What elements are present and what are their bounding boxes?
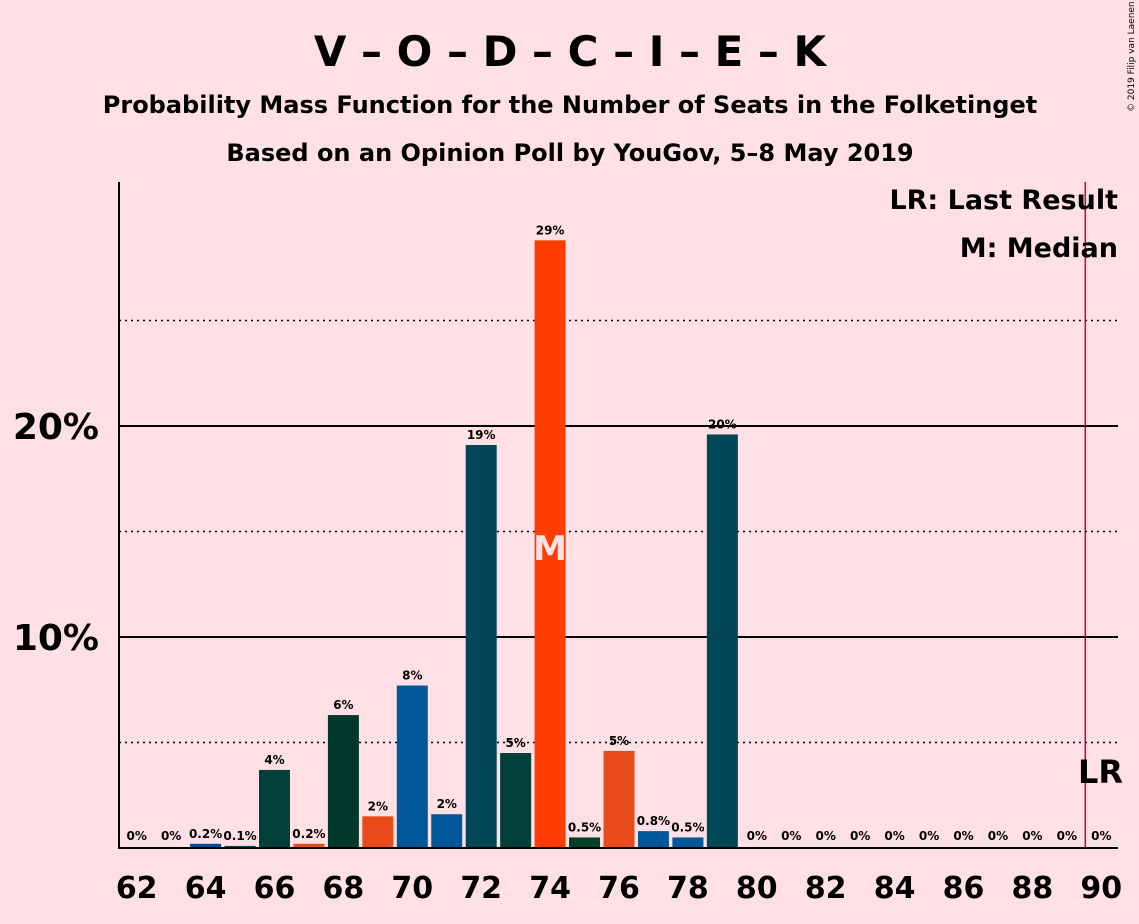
x-tick-label: 72	[460, 871, 502, 906]
data-label-seat-70: 8%	[402, 669, 422, 683]
data-label-seat-74: 29%	[536, 223, 565, 237]
data-label-seat-90: 0%	[1091, 829, 1111, 843]
bar-seat-74	[534, 240, 566, 848]
data-label-seat-83: 0%	[850, 829, 870, 843]
bar-seat-66	[259, 769, 290, 848]
x-tick-label: 70	[391, 871, 433, 906]
axes-layer: 62 64 66 68 70 72 74 76 78 80 82 84 86 88 90 LR	[116, 182, 1123, 906]
data-label-seat-86: 0%	[953, 829, 973, 843]
data-label-seat-78: 0.5%	[671, 820, 704, 834]
x-tick-label: 84	[874, 871, 916, 906]
data-label-seat-89: 0%	[1057, 829, 1077, 843]
x-tick-label: 68	[323, 871, 365, 906]
median-marker: M	[533, 529, 567, 569]
bar-seat-68	[327, 715, 359, 848]
x-tick-label: 66	[254, 871, 296, 906]
x-tick-label: 86	[943, 871, 985, 906]
chart-title: V – O – D – C – I – E – K	[314, 27, 828, 76]
data-label-seat-76: 5%	[609, 734, 629, 748]
data-label-seat-88: 0%	[1022, 829, 1042, 843]
data-label-seat-87: 0%	[988, 829, 1008, 843]
data-label-seat-84: 0%	[884, 829, 904, 843]
data-label-seat-71: 2%	[437, 797, 457, 811]
copyright-text: © 2019 Filip van Laenen	[1127, 1, 1137, 112]
data-labels-layer: 0% 0% 0.2% 0.1%4%0.2%6%2%8%2%19%5%29%0.5%5%…	[127, 223, 1112, 843]
legend-median: M: Median	[960, 233, 1118, 264]
chart-subtitle-2: Based on an Opinion Poll by YouGov, 5–8 …	[226, 139, 913, 167]
bar-seat-79	[706, 434, 738, 848]
last-result-marker: LR	[1078, 753, 1123, 791]
x-tick-label: 80	[736, 871, 778, 906]
data-label-seat-75: 0.5%	[568, 820, 601, 834]
data-label-seat-72: 19%	[467, 428, 496, 442]
x-tick-label: 82	[805, 871, 847, 906]
data-label-seat-64: 0.2%	[189, 827, 222, 841]
bar-seat-72	[465, 444, 497, 848]
legend-last-result: LR: Last Result	[889, 185, 1118, 216]
bar-seat-78	[672, 837, 704, 848]
x-tick-label: 64	[185, 871, 227, 906]
y-tick-label: 20%	[13, 407, 99, 448]
x-tick-label: 74	[529, 871, 571, 906]
data-label-seat-65: 0.1%	[223, 829, 256, 843]
bar-seat-70	[396, 685, 428, 848]
bar-seat-65	[224, 845, 256, 848]
x-tick-label: 90	[1080, 871, 1122, 906]
x-tick-label: 62	[116, 871, 158, 906]
bar-seat-69	[362, 816, 394, 848]
data-label-seat-63: 0%	[161, 829, 181, 843]
bar-seat-71	[431, 814, 463, 848]
bar-seat-67	[293, 843, 325, 848]
data-label-seat-79: 20%	[708, 417, 737, 431]
grid-layer: 10% 20%	[13, 319, 1118, 744]
data-label-seat-82: 0%	[816, 829, 836, 843]
data-label-seat-67: 0.2%	[292, 827, 325, 841]
data-label-seat-66: 4%	[264, 753, 284, 767]
bar-seat-75	[569, 837, 601, 848]
x-tick-label: 78	[667, 871, 709, 906]
bar-seat-77	[637, 831, 669, 848]
bar-seat-64	[190, 843, 222, 848]
chart-subtitle-1: Probability Mass Function for the Number…	[103, 91, 1037, 119]
bars-layer	[190, 240, 738, 848]
data-label-seat-62: 0%	[127, 829, 147, 843]
bar-seat-76	[603, 750, 635, 848]
bar-seat-73	[500, 753, 532, 848]
x-tick-label: 88	[1012, 871, 1054, 906]
data-label-seat-77: 0.8%	[637, 814, 670, 828]
x-tick-label: 76	[598, 871, 640, 906]
y-tick-label: 10%	[13, 618, 99, 659]
data-label-seat-68: 6%	[333, 698, 353, 712]
data-label-seat-85: 0%	[919, 829, 939, 843]
data-label-seat-69: 2%	[368, 799, 388, 813]
data-label-seat-81: 0%	[781, 829, 801, 843]
data-label-seat-80: 0%	[747, 829, 767, 843]
data-label-seat-73: 5%	[505, 736, 525, 750]
